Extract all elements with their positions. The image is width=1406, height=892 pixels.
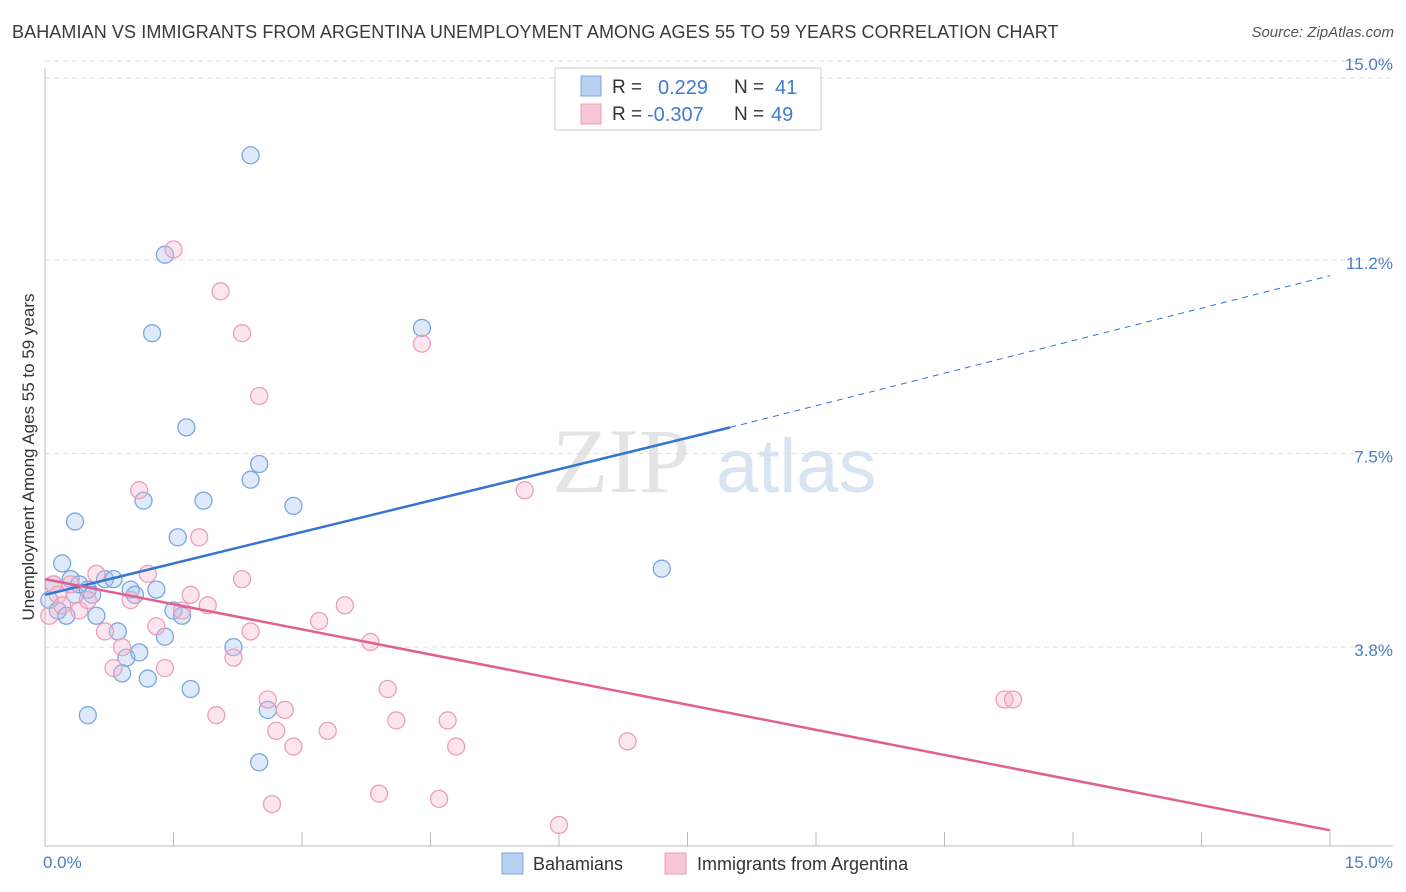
point-bahamians-35 — [224, 638, 243, 657]
point-argentina-19 — [190, 528, 209, 547]
x-tick-label-max: 15.0% — [1345, 853, 1393, 872]
point-bahamians-20 — [147, 580, 166, 599]
source-label: Source: ZipAtlas.com — [1251, 24, 1394, 41]
point-argentina-18 — [181, 585, 200, 604]
trend-line-argentina — [44, 577, 1331, 832]
point-argentina-16 — [164, 240, 183, 259]
point-argentina-21 — [207, 706, 226, 725]
legend-r-label-2: R = — [612, 104, 642, 125]
point-bahamians-26 — [168, 528, 187, 547]
point-bahamians-3 — [52, 554, 72, 573]
trend-line-bahamians-extension — [730, 275, 1331, 428]
trend-line-bahamians — [44, 426, 731, 597]
point-argentina-14 — [147, 617, 166, 636]
legend-n-label-1: N = — [734, 77, 764, 98]
watermark: ZIP atlas — [552, 410, 877, 512]
axes — [44, 68, 1393, 847]
point-argentina-24 — [232, 324, 252, 343]
legend-n-value-1: 41 — [775, 77, 797, 99]
point-argentina-46 — [618, 732, 637, 751]
point-argentina-8 — [95, 622, 115, 641]
point-argentina-42 — [438, 711, 457, 730]
point-bahamians-38 — [181, 679, 200, 699]
point-argentina-0 — [40, 606, 59, 625]
point-argentina-6 — [78, 590, 97, 610]
point-argentina-39 — [387, 711, 406, 730]
watermark-zip: ZIP — [552, 410, 690, 512]
point-argentina-30 — [262, 794, 282, 814]
point-argentina-12 — [130, 481, 149, 500]
point-argentina-44 — [515, 481, 534, 500]
point-bahamians-10 — [87, 606, 106, 625]
point-bahamians-34 — [284, 496, 303, 516]
point-argentina-35 — [335, 596, 354, 615]
legend-swatch-bahamians — [580, 75, 602, 97]
point-argentina-41 — [429, 789, 449, 809]
point-argentina-33 — [309, 611, 329, 631]
correlation-legend: R = 0.229 N = 41 R = -0.307 N = 49 — [554, 67, 822, 131]
point-argentina-48 — [1003, 690, 1023, 709]
trend-lines — [44, 275, 1331, 832]
point-bahamians-30 — [155, 245, 175, 264]
legend-n-value-2: 49 — [771, 104, 793, 126]
point-argentina-31 — [275, 700, 295, 720]
legend-r-value-1: 0.229 — [658, 77, 708, 99]
point-argentina-27 — [250, 386, 269, 406]
y-axis-tick-labels: 3.8% 7.5% 11.2% 15.0% — [1345, 55, 1393, 660]
point-argentina-9 — [104, 658, 123, 678]
legend-r-label-1: R = — [612, 77, 642, 98]
point-bahamians-39 — [78, 706, 97, 725]
point-bahamians-28 — [177, 418, 196, 437]
point-bahamians-33 — [241, 470, 260, 489]
legend-n-label-2: N = — [734, 104, 764, 125]
point-bahamians-32 — [250, 454, 269, 474]
series-legend-label-bahamians: Bahamians — [533, 854, 623, 874]
point-argentina-23 — [224, 648, 243, 667]
series-legend-swatch-bahamians — [501, 852, 524, 875]
y-tick-label-1: 7.5% — [1354, 448, 1393, 467]
point-argentina-26 — [241, 622, 260, 641]
point-argentina-15 — [155, 658, 175, 678]
point-argentina-25 — [232, 569, 252, 589]
x-tick-label-min: 0.0% — [43, 853, 82, 872]
point-bahamians-19 — [138, 669, 157, 688]
series-bahamians-points — [40, 146, 671, 772]
x-axis-ticks — [173, 832, 1331, 846]
point-argentina-29 — [267, 721, 286, 741]
point-argentina-43 — [447, 737, 466, 756]
y-tick-label-2: 11.2% — [1346, 254, 1393, 273]
legend-r-value-2: -0.307 — [647, 104, 704, 126]
point-bahamians-25 — [134, 491, 153, 510]
point-bahamians-24 — [65, 512, 85, 531]
point-argentina-32 — [284, 737, 303, 756]
point-argentina-38 — [378, 679, 397, 699]
point-argentina-40 — [412, 334, 432, 353]
series-argentina-points — [40, 240, 1023, 835]
series-legend-label-argentina: Immigrants from Argentina — [697, 854, 909, 874]
point-bahamians-41 — [652, 559, 671, 578]
point-bahamians-27 — [194, 491, 213, 510]
point-argentina-37 — [369, 784, 389, 803]
point-bahamians-40 — [412, 318, 432, 338]
y-tick-label-3: 15.0% — [1345, 55, 1393, 74]
point-argentina-45 — [549, 815, 569, 835]
point-argentina-34 — [318, 721, 337, 741]
watermark-atlas: atlas — [716, 424, 877, 509]
legend-swatch-argentina — [580, 103, 602, 125]
point-bahamians-18 — [130, 643, 149, 662]
y-axis-title: Unemployment Among Ages 55 to 59 years — [19, 294, 38, 621]
point-bahamians-31 — [241, 146, 260, 165]
chart-title: BAHAMIAN VS IMMIGRANTS FROM ARGENTINA UN… — [12, 22, 1059, 42]
point-argentina-3 — [52, 596, 72, 615]
point-bahamians-23 — [172, 606, 192, 625]
point-argentina-10 — [112, 638, 132, 657]
series-legend-swatch-argentina — [664, 852, 687, 875]
y-tick-label-0: 3.8% — [1354, 641, 1393, 660]
point-argentina-22 — [211, 282, 230, 301]
series-legend: Bahamians Immigrants from Argentina — [501, 852, 909, 875]
point-bahamians-29 — [142, 324, 162, 343]
point-bahamians-37 — [250, 753, 269, 772]
point-argentina-28 — [258, 690, 277, 709]
